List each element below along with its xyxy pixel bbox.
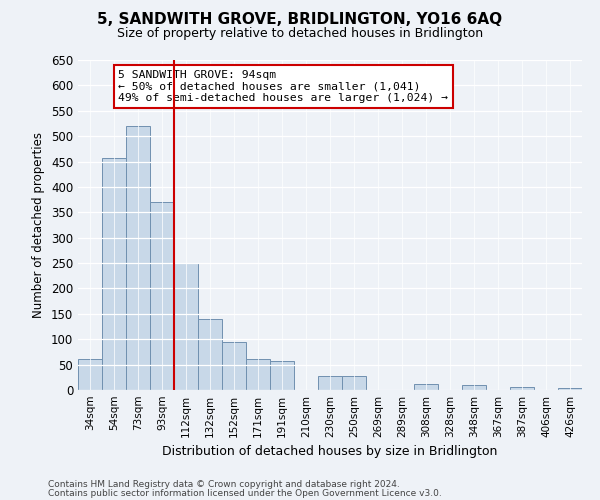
Bar [198,319,222,390]
Bar [414,384,438,390]
Bar [342,376,366,390]
Text: 5 SANDWITH GROVE: 94sqm
← 50% of detached houses are smaller (1,041)
49% of semi: 5 SANDWITH GROVE: 94sqm ← 50% of detache… [118,70,448,103]
Text: Size of property relative to detached houses in Bridlington: Size of property relative to detached ho… [117,28,483,40]
Bar [150,202,174,390]
Bar [174,263,198,390]
Bar [246,358,270,390]
Bar [78,358,102,390]
Bar [270,360,294,390]
Bar [558,388,582,390]
Bar [102,158,126,390]
Bar [318,376,342,390]
Bar [462,385,486,390]
Text: 5, SANDWITH GROVE, BRIDLINGTON, YO16 6AQ: 5, SANDWITH GROVE, BRIDLINGTON, YO16 6AQ [97,12,503,28]
Bar [510,388,534,390]
Text: Contains HM Land Registry data © Crown copyright and database right 2024.: Contains HM Land Registry data © Crown c… [48,480,400,489]
X-axis label: Distribution of detached houses by size in Bridlington: Distribution of detached houses by size … [163,446,497,458]
Y-axis label: Number of detached properties: Number of detached properties [32,132,46,318]
Bar [222,342,246,390]
Text: Contains public sector information licensed under the Open Government Licence v3: Contains public sector information licen… [48,488,442,498]
Bar [126,126,150,390]
